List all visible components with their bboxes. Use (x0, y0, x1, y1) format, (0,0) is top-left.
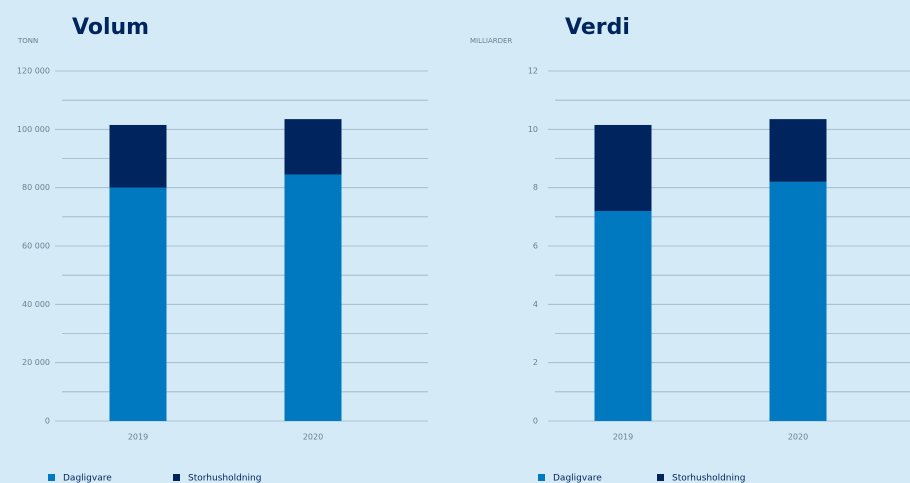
y-tick-label: 0 (45, 417, 50, 426)
y-tick-label: 12 (528, 67, 538, 76)
legend-swatch (538, 474, 545, 481)
y-tick-label: 100 000 (17, 125, 50, 134)
y-tick-label: 4 (533, 300, 538, 309)
y-tick-label: 0 (533, 417, 538, 426)
bar-segment (594, 124, 652, 211)
chart-title: Verdi (565, 15, 630, 40)
legend-swatch (173, 474, 180, 481)
y-tick-label: 80 000 (22, 183, 50, 192)
x-tick-label: 2020 (788, 433, 808, 442)
x-tick-label: 2019 (128, 433, 148, 442)
x-tick-label: 2019 (613, 433, 633, 442)
bar-segment (769, 181, 827, 421)
legend-label: Storhusholdning (188, 474, 261, 483)
bar-segment (284, 174, 342, 421)
y-tick-label: 60 000 (22, 242, 50, 251)
axis-title: MILLIARDER (470, 37, 512, 45)
y-tick-label: 6 (533, 242, 538, 251)
x-tick-label: 2020 (303, 433, 323, 442)
y-tick-label: 120 000 (17, 67, 50, 76)
y-tick-label: 20 000 (22, 358, 50, 367)
axis-title: TONN (17, 37, 38, 45)
legend-swatch (48, 474, 55, 481)
legend-label: Dagligvare (553, 474, 602, 483)
y-tick-label: 10 (528, 125, 538, 134)
y-tick-label: 2 (533, 358, 538, 367)
bar-segment (594, 211, 652, 421)
bar-segment (109, 124, 167, 188)
legend-swatch (657, 474, 664, 481)
y-tick-label: 40 000 (22, 300, 50, 309)
y-tick-label: 8 (533, 183, 538, 192)
bar-segment (769, 119, 827, 182)
bar-segment (284, 119, 342, 175)
chart-title: Volum (72, 15, 149, 40)
bar-segment (109, 187, 167, 421)
legend-label: Dagligvare (63, 474, 112, 483)
legend-label: Storhusholdning (672, 474, 745, 483)
